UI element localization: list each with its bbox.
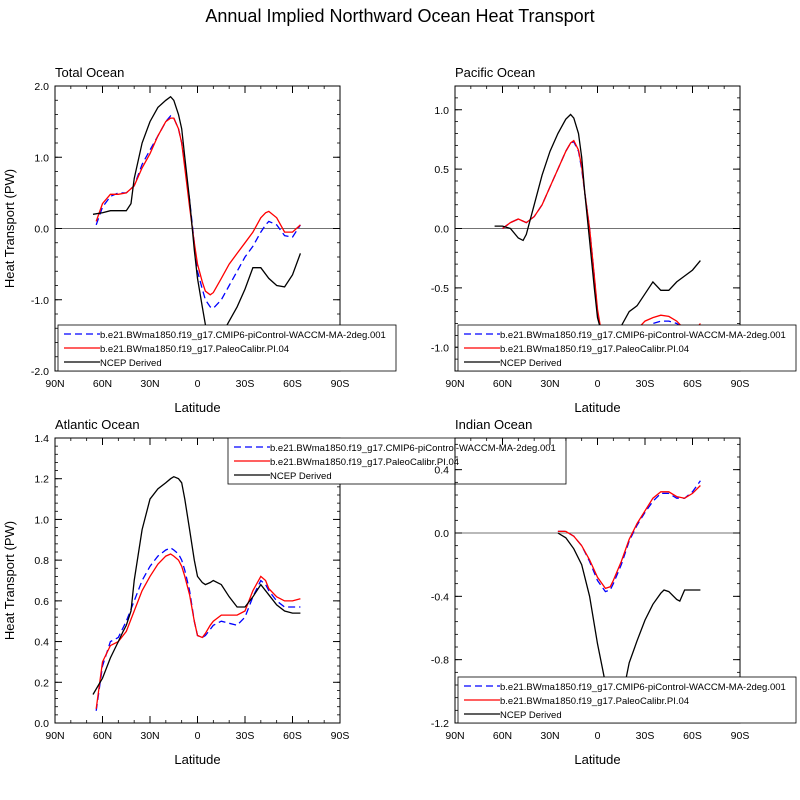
series-line-3: [494, 113, 701, 342]
x-tick-label: 90N: [445, 378, 464, 390]
legend-entry-2: b.e21.BWma1850.f19_g17.PaleoCalibr.PI.04: [500, 696, 689, 707]
legend-entry-3: NCEP Derived: [100, 358, 162, 369]
y-tick-label: -1.2: [431, 718, 449, 730]
x-tick-label: 30S: [236, 378, 255, 390]
x-tick-label: 60S: [283, 730, 302, 742]
y-tick-label: -1.0: [431, 342, 449, 354]
y-tick-label: -0.8: [431, 655, 449, 667]
series-line-2: [502, 139, 701, 360]
plot-frame: [54, 437, 341, 724]
x-tick-label: 90S: [331, 730, 350, 742]
legend-entry-1: b.e21.BWma1850.f19_g17.CMIP6-piControl-W…: [270, 443, 556, 454]
x-axis-label: Latitude: [174, 400, 220, 415]
legend-entry-1: b.e21.BWma1850.f19_g17.CMIP6-piControl-W…: [500, 330, 786, 341]
x-tick-label: 90S: [331, 378, 350, 390]
x-tick-label: 30S: [636, 378, 655, 390]
x-tick-label: 60N: [493, 378, 512, 390]
chart-title: Atlantic Ocean: [55, 417, 140, 432]
legend-box: [227, 437, 567, 485]
y-tick-label: -0.4: [431, 591, 449, 603]
x-tick-label: 90N: [45, 378, 64, 390]
y-axis-label: Heat Transport (PW): [2, 521, 17, 640]
y-tick-label: 0.4: [34, 637, 49, 649]
x-axis-label: Latitude: [574, 400, 620, 415]
legend-entry-1: b.e21.BWma1850.f19_g17.CMIP6-piControl-W…: [500, 682, 786, 693]
chart-panel-2: Pacific Ocean 90N 60N 30N 0 30S 60S 90S 1.0 0.5 0.…: [431, 65, 797, 415]
y-tick-label: 1.4: [34, 433, 49, 445]
legend: b.e21.BWma1850.f19_g17.CMIP6-piControl-W…: [457, 324, 797, 372]
legend-box: [57, 324, 397, 372]
series-line-3: [92, 475, 301, 695]
legend-entry-1: b.e21.BWma1850.f19_g17.CMIP6-piControl-W…: [100, 330, 386, 341]
x-tick-label: 30S: [236, 730, 255, 742]
legend-entry-3: NCEP Derived: [500, 710, 562, 721]
x-tick-label: 30N: [140, 730, 159, 742]
legend: b.e21.BWma1850.f19_g17.CMIP6-piControl-W…: [457, 676, 797, 724]
series-line-1: [557, 480, 701, 593]
x-tick-label: 60N: [93, 378, 112, 390]
series-line-2: [95, 117, 301, 296]
y-tick-label: 1.0: [434, 105, 449, 117]
x-tick-label: 30S: [636, 730, 655, 742]
x-tick-label: 90N: [445, 730, 464, 742]
chart-title: Total Ocean: [55, 65, 124, 80]
legend: b.e21.BWma1850.f19_g17.CMIP6-piControl-W…: [57, 324, 397, 372]
x-tick-label: 90S: [731, 730, 750, 742]
y-tick-label: 0.0: [34, 224, 49, 236]
y-tick-label: -2.0: [31, 366, 49, 378]
x-tick-label: 60N: [493, 730, 512, 742]
y-axis-label: Heat Transport (PW): [2, 169, 17, 288]
legend-entry-3: NCEP Derived: [270, 471, 332, 482]
chart-panel-1: Total Ocean 90N 60N 30N 0 30S 60S 90S 2.0 1.0 0.0 -…: [2, 65, 397, 415]
y-tick-label: 0.0: [434, 528, 449, 540]
x-tick-label: 0: [595, 730, 601, 742]
chart-title: Pacific Ocean: [455, 65, 535, 80]
x-tick-label: 30N: [540, 378, 559, 390]
x-tick-label: 0: [195, 730, 201, 742]
legend-entry-2: b.e21.BWma1850.f19_g17.PaleoCalibr.PI.04: [270, 457, 459, 468]
legend: b.e21.BWma1850.f19_g17.CMIP6-piControl-W…: [227, 437, 567, 485]
x-tick-label: 0: [195, 378, 201, 390]
x-axis-label: Latitude: [174, 752, 220, 767]
y-tick-label: 1.0: [34, 152, 49, 164]
x-tick-label: 60S: [683, 378, 702, 390]
x-tick-label: 60S: [683, 730, 702, 742]
series-line-2: [95, 553, 301, 709]
y-tick-label: -0.5: [431, 283, 449, 295]
x-tick-label: 60N: [93, 730, 112, 742]
y-tick-label: 0.0: [434, 224, 449, 236]
series-line-3: [92, 95, 302, 340]
series-line-1: [95, 115, 301, 310]
page-title: Annual Implied Northward Ocean Heat Tran…: [205, 6, 594, 26]
y-tick-label: -1.0: [31, 295, 49, 307]
y-tick-label: 2.0: [34, 81, 49, 93]
y-tick-label: 1.2: [34, 474, 49, 486]
y-tick-label: 0.4: [434, 465, 449, 477]
y-tick-label: 0.2: [34, 677, 49, 689]
legend-box: [457, 676, 797, 724]
legend-entry-2: b.e21.BWma1850.f19_g17.PaleoCalibr.PI.04: [100, 344, 289, 355]
x-tick-label: 0: [595, 378, 601, 390]
legend-entry-3: NCEP Derived: [500, 358, 562, 369]
chart-panel-3: Atlantic Ocean 90N 60N 30N 0 30S 60S 90S 1.4 1.2 1…: [2, 417, 567, 767]
y-tick-label: 0.0: [34, 718, 49, 730]
chart-panel-4: Indian Ocean 90N 60N 30N 0 30S 60S 90S 0.4 0.0 -0.…: [431, 417, 797, 767]
x-tick-label: 30N: [140, 378, 159, 390]
y-tick-label: 0.6: [34, 596, 49, 608]
series-line-3: [557, 532, 701, 700]
x-tick-label: 60S: [283, 378, 302, 390]
x-tick-label: 90S: [731, 378, 750, 390]
x-tick-label: 30N: [540, 730, 559, 742]
chart-title: Indian Ocean: [455, 417, 532, 432]
legend-box: [457, 324, 797, 372]
x-axis-label: Latitude: [574, 752, 620, 767]
y-tick-label: 1.0: [34, 514, 49, 526]
legend-entry-2: b.e21.BWma1850.f19_g17.PaleoCalibr.PI.04: [500, 344, 689, 355]
x-tick-label: 90N: [45, 730, 64, 742]
series-line-2: [557, 485, 701, 590]
y-tick-label: 0.8: [34, 555, 49, 567]
y-tick-label: 0.5: [434, 164, 449, 176]
